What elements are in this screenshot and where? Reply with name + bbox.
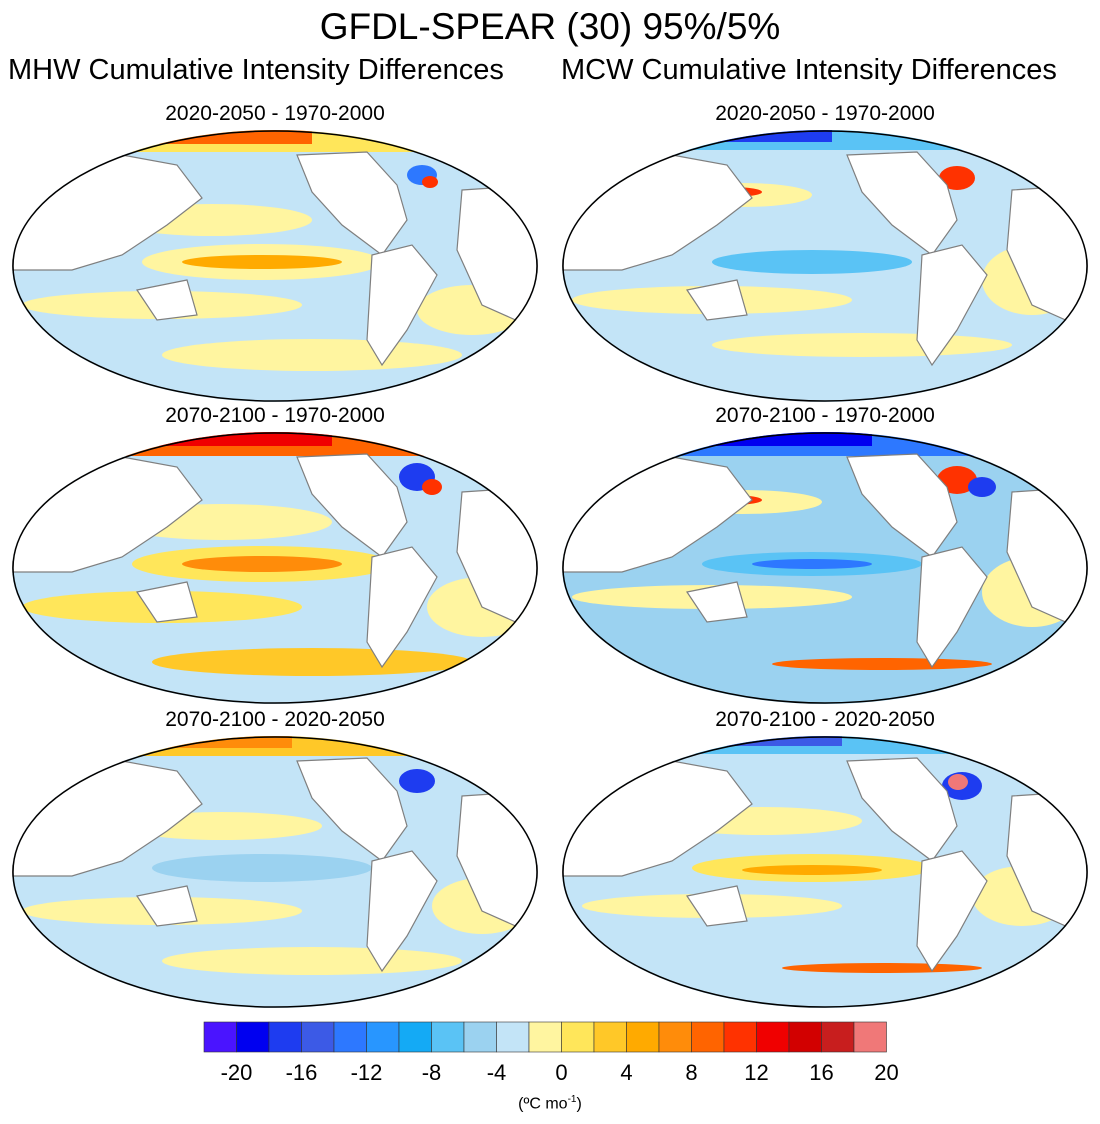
colorbar-cell	[821, 1021, 855, 1053]
units-superscript: -1	[567, 1094, 577, 1105]
colorbar-tick-label: -16	[285, 1060, 318, 1085]
colorbar-cell	[756, 1021, 790, 1053]
colorbar-cell	[333, 1021, 367, 1053]
colorbar-cell	[496, 1021, 530, 1053]
colorbar-tick-label: 20	[874, 1060, 899, 1085]
panel-title: 2020-2050 - 1970-2000	[165, 102, 385, 125]
panel-title: 2070-2100 - 1970-2000	[165, 404, 385, 427]
panel-title: 2070-2100 - 1970-2000	[715, 404, 935, 427]
colorbar-cell	[301, 1021, 335, 1053]
colorbar-cell	[658, 1021, 692, 1053]
colorbar-tick-label: 8	[685, 1060, 698, 1085]
colorbar-cell	[561, 1021, 595, 1053]
colorbar-units: (ºC mo-1)	[518, 1094, 582, 1113]
colorbar-cell	[593, 1021, 627, 1053]
colorbar-cell	[691, 1021, 725, 1053]
map-svg	[12, 130, 538, 402]
panel-title: 2020-2050 - 1970-2000	[715, 102, 935, 125]
figure-title: GFDL-SPEAR (30) 95%/5%	[319, 6, 781, 47]
colorbar-cell	[528, 1021, 562, 1053]
colorbar-tick-label: -8	[421, 1060, 442, 1085]
colorbar-cell	[398, 1021, 432, 1053]
units-close: )	[576, 1095, 582, 1113]
colorbar-cell	[463, 1021, 497, 1053]
map-panel-mhw-2020-2050: 2020-2050 - 1970-2000	[12, 102, 538, 402]
map-svg	[12, 736, 538, 1008]
colorbar-cell	[203, 1021, 237, 1053]
column-title-mhw: MHW Cumulative Intensity Differences	[8, 54, 504, 86]
colorbar-tick-label: 12	[744, 1060, 769, 1085]
units-label: (ºC mo	[518, 1095, 568, 1113]
map-panel-mcw-2070-2100-vs-2020-2050: 2070-2100 - 2020-2050	[562, 708, 1088, 1008]
colorbar-cell	[723, 1021, 757, 1053]
map-panel-mcw-2020-2050: 2020-2050 - 1970-2000	[562, 102, 1088, 402]
colorbar-cell	[268, 1021, 302, 1053]
colorbar-cell	[788, 1021, 822, 1053]
colorbar-cells	[203, 1021, 887, 1053]
map-svg	[12, 432, 538, 704]
map-svg	[562, 432, 1088, 704]
colorbar-cell	[236, 1021, 270, 1053]
colorbar-cell	[431, 1021, 465, 1053]
colorbar-cell	[626, 1021, 660, 1053]
continents	[562, 757, 1088, 973]
colorbar-cell	[853, 1021, 887, 1053]
colorbar-tick-label: 0	[555, 1060, 568, 1085]
map-svg	[562, 736, 1088, 1008]
colorbar-tick-label: -12	[350, 1060, 383, 1085]
map-svg	[562, 130, 1088, 402]
colorbar-tick-label: -4	[486, 1060, 507, 1085]
map-panel-mcw-2070-2100: 2070-2100 - 1970-2000	[562, 404, 1088, 704]
colorbar-cell	[366, 1021, 400, 1053]
map-panel-mhw-2070-2100: 2070-2100 - 1970-2000	[12, 404, 538, 704]
map-panel-mhw-2070-2100-vs-2020-2050: 2070-2100 - 2020-2050	[12, 708, 538, 1008]
column-title-mcw: MCW Cumulative Intensity Differences	[561, 54, 1057, 86]
colorbar-tick-label: -20	[220, 1060, 253, 1085]
colorbar-tick-label: 16	[809, 1060, 834, 1085]
panel-title: 2070-2100 - 2020-2050	[165, 708, 385, 731]
panel-title: 2070-2100 - 2020-2050	[715, 708, 935, 731]
colorbar-tick-label: 4	[620, 1060, 633, 1085]
